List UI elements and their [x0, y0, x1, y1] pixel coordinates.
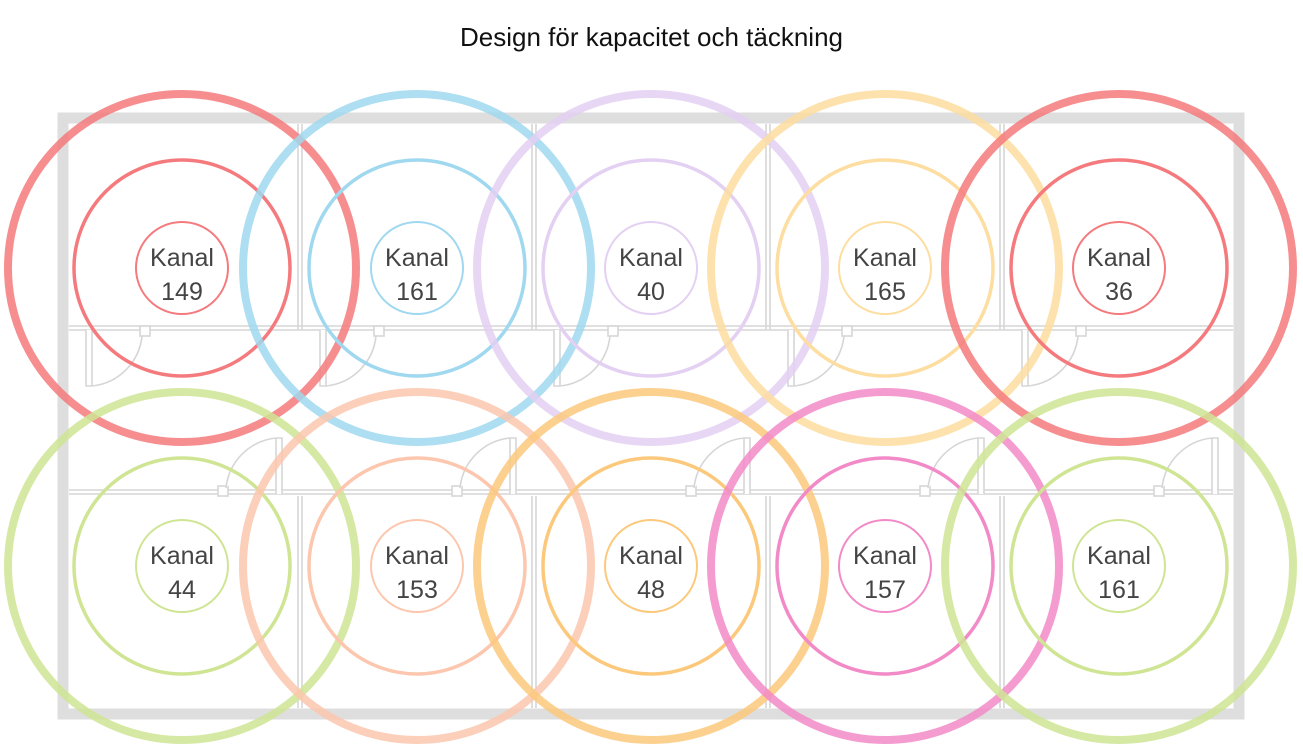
channel-cell: Kanal 157: [707, 388, 1063, 744]
access-point-circle: [370, 519, 464, 613]
coverage-ring-middle: [541, 456, 761, 676]
door: [1161, 437, 1219, 494]
coverage-ring-outer: [239, 388, 595, 744]
door-frame: [1153, 485, 1165, 497]
channel-cell: Kanal 40: [473, 90, 829, 446]
channel-label: Kanal: [150, 542, 214, 570]
door-frame: [373, 325, 385, 337]
partition-wall-top: [999, 124, 1005, 330]
access-point-circle: [604, 221, 698, 315]
channel-cell: Kanal 153: [239, 388, 595, 744]
door-frame: [217, 485, 229, 497]
channel-cell: Kanal 44: [4, 388, 360, 744]
channel-label: Kanal: [853, 542, 917, 570]
door-frame: [607, 325, 619, 337]
outer-wall: [57, 112, 1245, 720]
corridor-wall-top: [69, 325, 1233, 331]
channel-label: Kanal: [1087, 244, 1151, 272]
access-point-circle: [135, 221, 229, 315]
channel-label: Kanal: [619, 542, 683, 570]
channel-number: 149: [161, 278, 203, 306]
partition-wall-bottom: [297, 496, 303, 708]
channel-cell: Kanal 149: [4, 90, 360, 446]
coverage-ring-outer: [4, 90, 360, 446]
coverage-ring-middle: [1009, 456, 1229, 676]
coverage-ring-middle: [307, 158, 527, 378]
channel-cell: Kanal 161: [941, 388, 1297, 744]
coverage-ring-outer: [941, 90, 1297, 446]
channel-number: 36: [1105, 278, 1133, 306]
channel-label: Kanal: [853, 244, 917, 272]
channel-number: 153: [396, 576, 438, 604]
coverage-ring-middle: [72, 456, 292, 676]
access-point-circle: [1072, 221, 1166, 315]
access-point-circle: [838, 221, 932, 315]
channel-number: 44: [168, 576, 196, 604]
partition-wall-bottom: [765, 496, 771, 708]
coverage-ring-middle: [775, 456, 995, 676]
channel-label: Kanal: [385, 542, 449, 570]
channel-cell: Kanal 165: [707, 90, 1063, 446]
coverage-ring-middle: [72, 158, 292, 378]
access-point-circle: [1072, 519, 1166, 613]
partition-wall-bottom: [531, 496, 537, 708]
coverage-ring-outer: [473, 90, 829, 446]
partition-wall-top: [765, 124, 771, 330]
access-point-circle: [135, 519, 229, 613]
door: [927, 437, 985, 494]
partition-wall-top: [297, 124, 303, 330]
coverage-ring-outer: [707, 388, 1063, 744]
access-point-cells: Kanal149Kanal161Kanal40Kanal165Kanal36Ka…: [4, 90, 1297, 744]
channel-number: 40: [637, 278, 665, 306]
channel-label: Kanal: [150, 244, 214, 272]
access-point-circle: [838, 519, 932, 613]
channel-cell: Kanal 161: [239, 90, 595, 446]
door: [319, 330, 377, 387]
coverage-ring-outer: [707, 90, 1063, 446]
channel-label: Kanal: [619, 244, 683, 272]
coverage-ring-outer: [4, 388, 360, 744]
coverage-ring-middle: [307, 456, 527, 676]
partition-wall-bottom: [999, 496, 1005, 708]
channel-number: 161: [1098, 576, 1140, 604]
door-frame: [451, 485, 463, 497]
channel-number: 161: [396, 278, 438, 306]
door-frame: [1075, 325, 1087, 337]
door-frame: [139, 325, 151, 337]
channel-label: Kanal: [385, 244, 449, 272]
access-point-circle: [370, 221, 464, 315]
door: [85, 330, 143, 387]
coverage-ring-middle: [775, 158, 995, 378]
coverage-ring-outer: [941, 388, 1297, 744]
door: [1021, 330, 1079, 387]
coverage-ring-middle: [1009, 158, 1229, 378]
door-frame: [919, 485, 931, 497]
channel-number: 157: [864, 576, 906, 604]
corridor-wall-bottom: [69, 489, 1233, 495]
door-frame: [841, 325, 853, 337]
partition-wall-top: [531, 124, 537, 330]
channel-number: 48: [637, 576, 665, 604]
door: [787, 330, 845, 387]
coverage-ring-outer: [239, 90, 595, 446]
coverage-ring-outer: [473, 388, 829, 744]
diagram-title: Design för kapacitet och täckning: [460, 22, 843, 52]
channel-cell: Kanal 48: [473, 388, 829, 744]
channel-label: Kanal: [1087, 542, 1151, 570]
channel-number: 165: [864, 278, 906, 306]
door: [553, 330, 611, 387]
floor-plan: [57, 112, 1245, 720]
door-frame: [685, 485, 697, 497]
coverage-ring-middle: [541, 158, 761, 378]
access-point-circle: [604, 519, 698, 613]
channel-cell: Kanal 36: [941, 90, 1297, 446]
